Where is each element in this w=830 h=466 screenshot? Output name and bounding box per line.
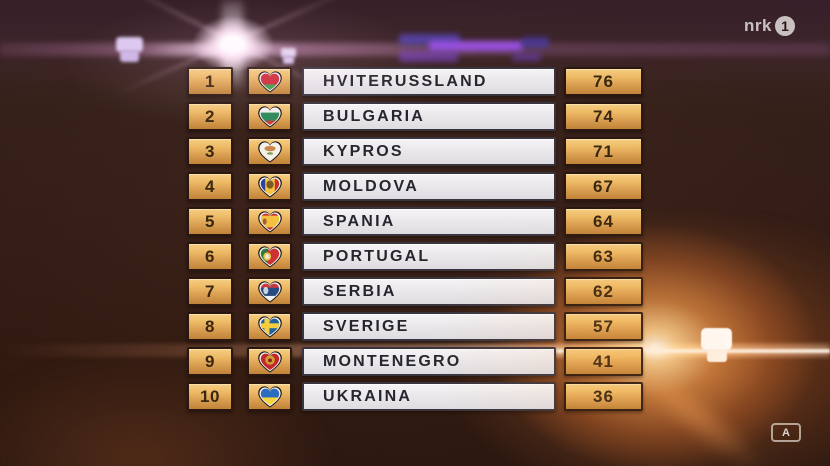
score-row-5: 5 SPANIA 64 bbox=[0, 207, 830, 236]
rank-cell: 10 bbox=[187, 382, 233, 411]
moldova-heart-flag-icon bbox=[247, 172, 292, 201]
points-cell: 67 bbox=[564, 172, 643, 201]
rank-cell: 8 bbox=[187, 312, 233, 341]
country-cell: KYPROS bbox=[302, 137, 556, 166]
score-row-9: 9 MONTENEGRO 41 bbox=[0, 347, 830, 376]
score-row-6: 6 PORTUGAL 63 bbox=[0, 242, 830, 271]
country-cell: SVERIGE bbox=[302, 312, 556, 341]
points-cell: 76 bbox=[564, 67, 643, 96]
serbia-heart-flag-icon bbox=[247, 277, 292, 306]
bulgaria-heart-flag-icon bbox=[247, 102, 292, 131]
country-cell: SERBIA bbox=[302, 277, 556, 306]
country-cell: SPANIA bbox=[302, 207, 556, 236]
points-cell: 57 bbox=[564, 312, 643, 341]
rank-cell: 5 bbox=[187, 207, 233, 236]
sweden-heart-flag-icon bbox=[247, 312, 292, 341]
score-row-7: 7 SERBIA 62 bbox=[0, 277, 830, 306]
rank-cell: 3 bbox=[187, 137, 233, 166]
country-cell: BULGARIA bbox=[302, 102, 556, 131]
score-row-4: 4 MOLDOVA 67 bbox=[0, 172, 830, 201]
rank-cell: 9 bbox=[187, 347, 233, 376]
points-cell: 62 bbox=[564, 277, 643, 306]
score-row-1: 1 HVITERUSSLAND 76 bbox=[0, 67, 830, 96]
country-cell: MOLDOVA bbox=[302, 172, 556, 201]
points-cell: 74 bbox=[564, 102, 643, 131]
subtitle-badge: A bbox=[771, 423, 801, 442]
portugal-heart-flag-icon bbox=[247, 242, 292, 271]
points-cell: 64 bbox=[564, 207, 643, 236]
country-cell: PORTUGAL bbox=[302, 242, 556, 271]
country-cell: UKRAINA bbox=[302, 382, 556, 411]
belarus-heart-flag-icon bbox=[247, 67, 292, 96]
nrk1-logo: nrk 1 bbox=[744, 16, 795, 36]
montenegro-heart-flag-icon bbox=[247, 347, 292, 376]
rank-cell: 4 bbox=[187, 172, 233, 201]
rank-cell: 1 bbox=[187, 67, 233, 96]
cyprus-heart-flag-icon bbox=[247, 137, 292, 166]
rank-cell: 7 bbox=[187, 277, 233, 306]
country-cell: MONTENEGRO bbox=[302, 347, 556, 376]
country-cell: HVITERUSSLAND bbox=[302, 67, 556, 96]
score-row-8: 8 SVERIGE 57 bbox=[0, 312, 830, 341]
points-cell: 71 bbox=[564, 137, 643, 166]
score-row-2: 2 BULGARIA 74 bbox=[0, 102, 830, 131]
ukraine-heart-flag-icon bbox=[247, 382, 292, 411]
score-row-3: 3 KYPROS 71 bbox=[0, 137, 830, 166]
nrk-logo-channel-number: 1 bbox=[774, 16, 795, 36]
score-row-10: 10 UKRAINA 36 bbox=[0, 382, 830, 411]
rank-cell: 2 bbox=[187, 102, 233, 131]
spain-heart-flag-icon bbox=[247, 207, 292, 236]
points-cell: 41 bbox=[564, 347, 643, 376]
points-cell: 36 bbox=[564, 382, 643, 411]
points-cell: 63 bbox=[564, 242, 643, 271]
nrk-logo-text: nrk bbox=[744, 16, 772, 35]
rank-cell: 6 bbox=[187, 242, 233, 271]
